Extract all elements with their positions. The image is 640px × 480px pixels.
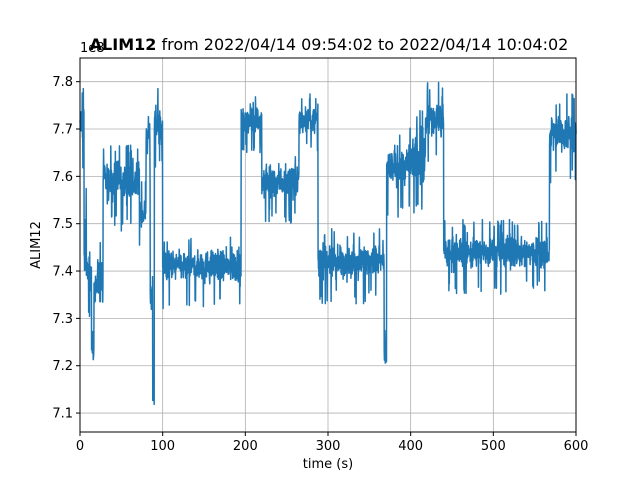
x-tick-label: 200 (233, 439, 258, 454)
y-axis-ticks: 7.1 7.2 7.3 7.4 7.5 7.6 7.7 7.8 (52, 75, 80, 422)
y-tick-label: 7.2 (52, 359, 73, 374)
x-tick-label: 0 (76, 439, 84, 454)
x-tick-label: 500 (481, 439, 506, 454)
y-tick-label: 7.7 (52, 123, 73, 138)
series-area (79, 81, 577, 406)
y-offset-label: 1e8 (80, 41, 105, 56)
x-tick-label: 600 (564, 439, 589, 454)
x-axis-ticks: 0 100 200 300 400 500 600 (76, 432, 589, 454)
x-axis-label: time (s) (303, 457, 353, 472)
y-tick-label: 7.5 (52, 217, 73, 232)
y-tick-label: 7.1 (52, 407, 73, 422)
y-tick-label: 7.8 (52, 75, 73, 90)
chart-title: ALIM12 from 2022/04/14 09:54:02 to 2022/… (90, 35, 569, 54)
x-tick-label: 100 (150, 439, 175, 454)
series-line (79, 81, 577, 406)
chart-title-rest: from 2022/04/14 09:54:02 to 2022/04/14 1… (156, 35, 568, 54)
y-tick-label: 7.4 (52, 265, 73, 280)
x-tick-label: 300 (316, 439, 341, 454)
y-tick-label: 7.3 (52, 312, 73, 327)
chart-title-bold: ALIM12 (90, 35, 157, 54)
y-axis-label: ALIM12 (29, 221, 44, 269)
y-tick-label: 7.6 (52, 170, 73, 185)
x-tick-label: 400 (398, 439, 423, 454)
